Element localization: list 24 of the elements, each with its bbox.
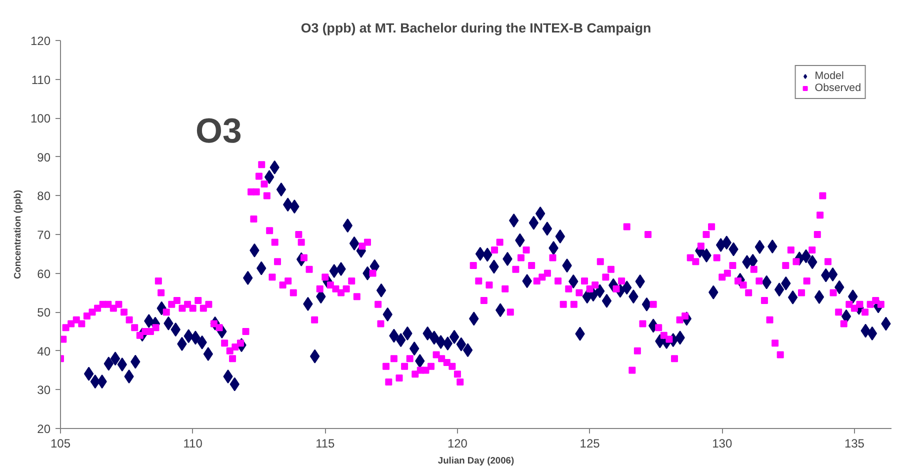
x-axis-title: Julian Day (2006) — [438, 456, 514, 466]
y-tick-label: 110 — [31, 72, 51, 87]
legend-label: Observed — [814, 82, 861, 94]
x-tick-label: 115 — [316, 436, 336, 450]
annotation: O3 — [196, 112, 242, 150]
x-tick-label: 130 — [712, 436, 732, 450]
y-axis-title: Concentration (ppb) — [12, 190, 22, 280]
x-tick-label: 120 — [447, 436, 468, 450]
y-tick-label: 100 — [30, 112, 51, 126]
legend-label: Model — [814, 70, 844, 82]
y-tick-label: 30 — [37, 383, 51, 398]
x-tick-label: 110 — [183, 436, 203, 450]
x-tick-label: 105 — [50, 436, 71, 450]
y-tick-label: 40 — [37, 344, 51, 358]
y-tick-label: 20 — [37, 422, 51, 436]
y-tick-label: 50 — [37, 306, 51, 320]
y-tick-label: 90 — [37, 150, 51, 164]
x-tick-label: 135 — [844, 436, 865, 450]
x-tick-label: 125 — [580, 436, 600, 450]
y-tick-label: 70 — [37, 228, 51, 242]
chart-title: O3 (ppb) at MT. Bachelor during the INTEX-B Campaign — [300, 20, 652, 36]
y-tick-label: 80 — [37, 189, 51, 204]
y-tick-label: 60 — [37, 266, 51, 281]
y-tick-label: 120 — [30, 34, 51, 48]
